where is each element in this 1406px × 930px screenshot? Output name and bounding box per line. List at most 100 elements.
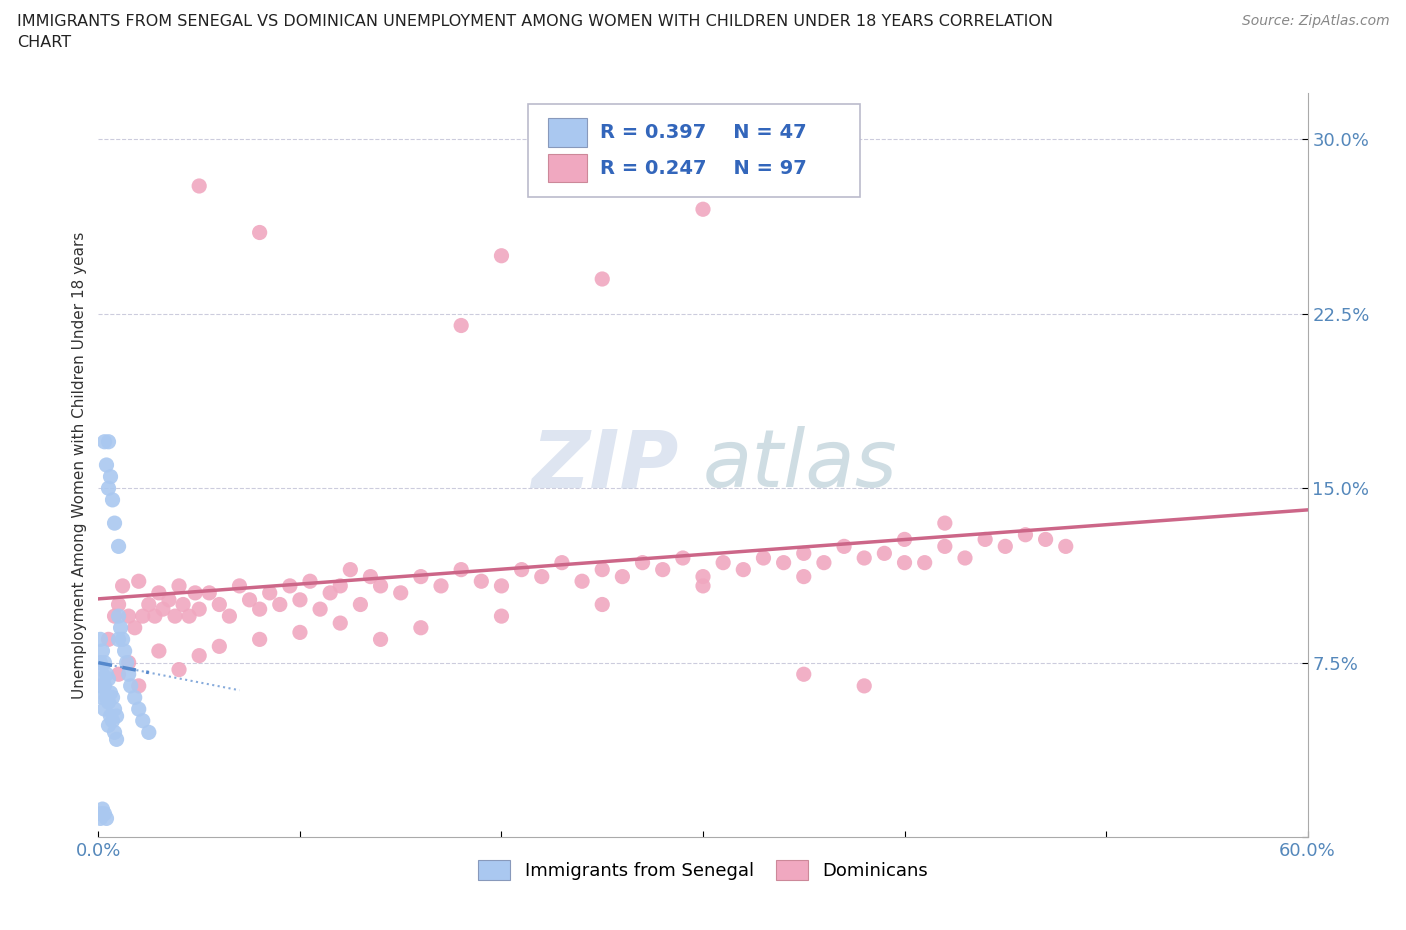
Point — [510, 562, 533, 577]
Point — [370, 578, 392, 593]
Point — [91, 802, 114, 817]
Point — [389, 586, 412, 601]
Point — [93, 679, 115, 694]
Point — [96, 458, 118, 472]
Point — [138, 725, 160, 740]
Point — [813, 555, 835, 570]
Point — [711, 555, 734, 570]
Point — [893, 532, 915, 547]
Point — [100, 469, 122, 484]
Point — [118, 609, 141, 624]
Point — [184, 586, 207, 601]
Point — [934, 515, 956, 530]
Point — [188, 179, 211, 193]
Point — [101, 713, 124, 728]
Point — [530, 569, 553, 584]
Point — [107, 609, 129, 624]
Text: Source: ZipAtlas.com: Source: ZipAtlas.com — [1241, 14, 1389, 28]
Point — [188, 602, 211, 617]
Point — [118, 656, 141, 671]
Point — [793, 546, 815, 561]
Point — [591, 597, 613, 612]
Point — [288, 592, 311, 607]
Point — [249, 602, 271, 617]
Point — [148, 586, 170, 601]
FancyBboxPatch shape — [527, 104, 860, 197]
Point — [329, 578, 352, 593]
Point — [269, 597, 291, 612]
Point — [91, 690, 114, 705]
Point — [430, 578, 453, 593]
Point — [208, 639, 231, 654]
Point — [1054, 539, 1077, 554]
Point — [239, 592, 262, 607]
Point — [128, 679, 150, 694]
Point — [692, 569, 714, 584]
Point — [491, 609, 513, 624]
Point — [138, 597, 160, 612]
Point — [733, 562, 755, 577]
Point — [259, 586, 281, 601]
Point — [1035, 532, 1057, 547]
Point — [249, 632, 271, 647]
Point — [152, 602, 174, 617]
Point — [309, 602, 332, 617]
Point — [124, 620, 146, 635]
Point — [591, 562, 613, 577]
Point — [218, 609, 240, 624]
Point — [288, 625, 311, 640]
Point — [89, 656, 111, 671]
Point — [103, 609, 125, 624]
Point — [953, 551, 976, 565]
Point — [278, 578, 301, 593]
Point — [349, 597, 371, 612]
Point — [89, 679, 111, 694]
Point — [118, 667, 141, 682]
Text: CHART: CHART — [17, 35, 70, 50]
Point — [409, 569, 432, 584]
Text: IMMIGRANTS FROM SENEGAL VS DOMINICAN UNEMPLOYMENT AMONG WOMEN WITH CHILDREN UNDE: IMMIGRANTS FROM SENEGAL VS DOMINICAN UNE… — [17, 14, 1053, 29]
Point — [100, 685, 122, 700]
Point — [329, 616, 352, 631]
Point — [832, 539, 855, 554]
Point — [198, 586, 221, 601]
Point — [128, 702, 150, 717]
Point — [91, 667, 114, 682]
Point — [299, 574, 322, 589]
Point — [167, 578, 190, 593]
Point — [120, 679, 142, 694]
Point — [934, 539, 956, 554]
Point — [111, 578, 134, 593]
Point — [793, 667, 815, 682]
Point — [96, 667, 118, 682]
Text: R = 0.247    N = 97: R = 0.247 N = 97 — [600, 159, 807, 178]
Point — [319, 586, 342, 601]
Point — [148, 644, 170, 658]
Point — [93, 656, 115, 671]
Point — [994, 539, 1017, 554]
Point — [672, 551, 695, 565]
Bar — [548, 118, 586, 147]
Point — [893, 555, 915, 570]
Point — [115, 656, 138, 671]
Point — [208, 597, 231, 612]
Point — [107, 632, 129, 647]
Bar — [548, 154, 586, 182]
Text: ZIP: ZIP — [531, 426, 679, 504]
Point — [107, 667, 129, 682]
Point — [96, 811, 118, 826]
Y-axis label: Unemployment Among Women with Children Under 18 years: Unemployment Among Women with Children U… — [72, 232, 87, 698]
Point — [752, 551, 775, 565]
Point — [124, 690, 146, 705]
Point — [914, 555, 936, 570]
Point — [163, 609, 186, 624]
Point — [793, 569, 815, 584]
Point — [571, 574, 593, 589]
Point — [97, 671, 120, 686]
Point — [97, 718, 120, 733]
Point — [167, 662, 190, 677]
Point — [128, 574, 150, 589]
Point — [103, 702, 125, 717]
Point — [491, 578, 513, 593]
Point — [651, 562, 673, 577]
